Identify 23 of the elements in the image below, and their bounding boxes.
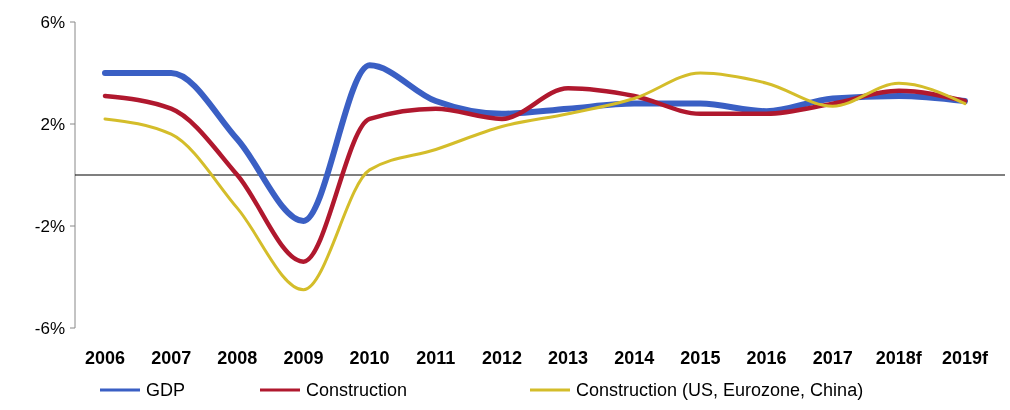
x-tick-label: 2012 <box>481 348 522 368</box>
x-tick-label: 2017 <box>812 348 853 368</box>
x-tick-label: 2019f <box>941 348 990 368</box>
x-tick-label: 2010 <box>349 348 390 368</box>
y-tick-label: -6% <box>34 318 65 338</box>
y-tick-label: 6% <box>40 12 65 32</box>
y-tick-label: 2% <box>40 114 65 134</box>
x-tick-label: 2007 <box>151 348 192 368</box>
legend-label: Construction <box>306 380 408 400</box>
line-series <box>103 71 967 292</box>
x-tick-label: 2015 <box>680 348 721 368</box>
x-tick-label: 2018f <box>875 348 923 368</box>
y-tick-label: -2% <box>34 216 65 236</box>
x-tick-label: 2013 <box>548 348 589 368</box>
x-tick-label: 2009 <box>283 348 324 368</box>
x-tick-label: 2014 <box>614 348 655 368</box>
x-tick-label: 2008 <box>217 348 258 368</box>
legend-label: GDP <box>146 380 186 400</box>
x-tick-label: 2016 <box>746 348 787 368</box>
x-tick-label: 2006 <box>84 348 126 368</box>
legend-label: Construction (US, Eurozone, China) <box>576 380 864 400</box>
line-series <box>102 86 968 264</box>
x-tick-label: 2011 <box>416 348 456 368</box>
